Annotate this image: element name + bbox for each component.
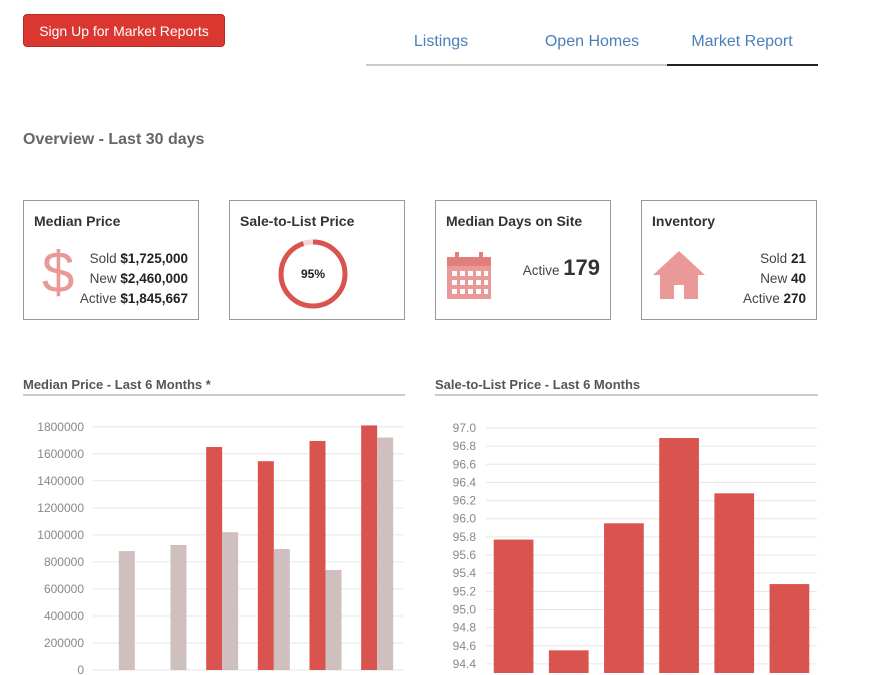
card-title: Median Price <box>34 213 121 229</box>
y-tick-label: 0 <box>77 663 84 675</box>
card-title: Sale-to-List Price <box>240 213 355 229</box>
card: Sale-to-List Price 95% <box>229 200 405 320</box>
house-icon <box>653 251 705 299</box>
bar <box>257 461 274 670</box>
y-tick-label: 95.4 <box>453 566 477 580</box>
row-label: Active <box>742 291 780 306</box>
bar <box>377 437 394 670</box>
tab-active-underline <box>667 64 818 66</box>
y-tick-label: 95.8 <box>453 530 477 544</box>
row-value: 179 <box>563 255 600 280</box>
ring: 95% <box>278 239 348 309</box>
row-value: 40 <box>790 271 806 286</box>
row-label: Sold <box>89 251 117 266</box>
card: Median Price $ Sold $1,725,000 New $2,46… <box>23 200 199 320</box>
card: Inventory Sold 21 New 40 Active 270 <box>641 200 817 320</box>
bar <box>273 549 290 670</box>
y-tick-label: 1600000 <box>37 447 84 461</box>
bar <box>206 447 223 670</box>
dollar-icon: $ <box>42 240 75 305</box>
row-value: $2,460,000 <box>120 271 188 286</box>
y-tick-label: 400000 <box>44 609 84 623</box>
row-value: $1,725,000 <box>120 251 188 266</box>
y-tick-label: 95.0 <box>453 602 477 616</box>
y-tick-label: 200000 <box>44 636 84 650</box>
bar <box>118 551 135 670</box>
bar <box>325 570 342 670</box>
bar <box>170 545 187 670</box>
tab[interactable]: Open Homes <box>544 33 640 50</box>
y-tick-label: 96.6 <box>453 457 477 471</box>
row-label: Sold <box>760 251 788 266</box>
y-tick-label: 600000 <box>44 582 84 596</box>
bar <box>361 425 378 670</box>
signup-button[interactable]: Sign Up for Market Reports <box>23 14 225 47</box>
tab-underline <box>366 64 818 66</box>
y-tick-label: 94.6 <box>453 639 477 653</box>
ring-label: 95% <box>301 267 325 281</box>
row-value: 21 <box>790 251 806 266</box>
overview-title: Overview - Last 30 days <box>23 131 205 148</box>
row-label: New <box>760 271 788 286</box>
tab[interactable]: Listings <box>413 33 469 50</box>
row: Active 270 <box>743 289 806 309</box>
row: New $2,460,000 <box>80 269 188 289</box>
row-value: 270 <box>783 291 806 306</box>
card-title: Inventory <box>652 213 716 229</box>
row: Sold 21 <box>743 249 806 269</box>
bar <box>604 523 644 673</box>
row: New 40 <box>743 269 806 289</box>
y-tick-label: 1800000 <box>37 420 84 434</box>
bar <box>714 493 755 673</box>
row-value: $1,845,667 <box>120 291 188 306</box>
y-tick-label: 96.0 <box>453 512 477 526</box>
y-tick-label: 94.8 <box>453 621 477 635</box>
card-rows: Sold $1,725,000 New $2,460,000 Active $1… <box>80 249 188 309</box>
y-tick-label: 1200000 <box>37 501 84 515</box>
y-tick-label: 1400000 <box>37 474 84 488</box>
y-tick-label: 94.4 <box>453 657 477 671</box>
y-tick-label: 97.0 <box>453 421 477 435</box>
row: Sold $1,725,000 <box>80 249 188 269</box>
row: Active $1,845,667 <box>80 289 188 309</box>
bar <box>493 539 534 673</box>
card-title: Median Days on Site <box>446 213 583 229</box>
row-label: Active <box>79 291 117 306</box>
card-rows: Sold 21 New 40 Active 270 <box>743 249 806 309</box>
chart-title: Median Price - Last 6 Months * <box>23 377 212 392</box>
y-tick-label: 96.2 <box>453 494 477 508</box>
row-label: New <box>89 271 117 286</box>
card: Median Days on Site Active 179 <box>435 200 611 320</box>
y-tick-label: 96.8 <box>453 439 477 453</box>
y-tick-label: 95.2 <box>453 584 477 598</box>
y-tick-label: 96.4 <box>453 475 477 489</box>
calendar-icon <box>447 252 491 299</box>
bar <box>548 650 589 673</box>
bar <box>309 440 326 670</box>
y-tick-label: 1000000 <box>37 528 84 542</box>
y-tick-label: 800000 <box>44 555 84 569</box>
bar <box>769 584 810 673</box>
row-label: Active <box>522 263 560 278</box>
row: Active 179 <box>523 255 600 281</box>
y-tick-label: 95.6 <box>453 548 477 562</box>
chart-title: Sale-to-List Price - Last 6 Months <box>435 377 640 392</box>
tab[interactable]: Market Report <box>691 33 793 50</box>
ring-arc <box>278 239 348 309</box>
bar <box>659 437 699 673</box>
bar <box>222 532 239 670</box>
